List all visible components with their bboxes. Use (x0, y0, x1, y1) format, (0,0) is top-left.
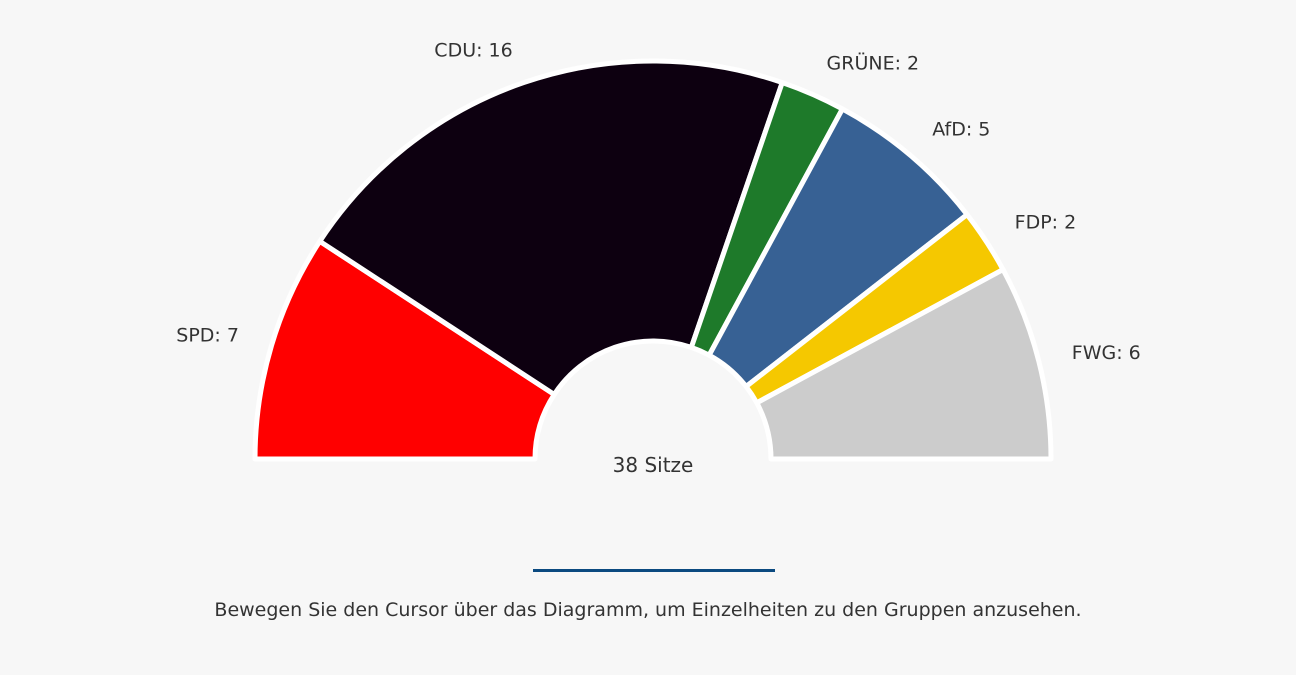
slice-spd[interactable] (252, 238, 557, 462)
data-label-fdp: FDP: 2 (1015, 212, 1077, 234)
data-label-fwg: FWG: 6 (1072, 342, 1141, 364)
slice-fwg[interactable] (754, 267, 1054, 462)
data-label-cdu: CDU: 16 (434, 39, 512, 61)
hover-hint-text: Bewegen Sie den Cursor über das Diagramm… (214, 599, 1082, 621)
total-seats-label: 38 Sitze (613, 453, 694, 477)
divider-line (533, 569, 775, 572)
data-label-afd: AfD: 5 (932, 118, 990, 140)
data-label-spd: SPD: 7 (176, 325, 239, 347)
slice-cdu[interactable] (317, 58, 785, 397)
data-label-grüne: GRÜNE: 2 (827, 51, 920, 74)
